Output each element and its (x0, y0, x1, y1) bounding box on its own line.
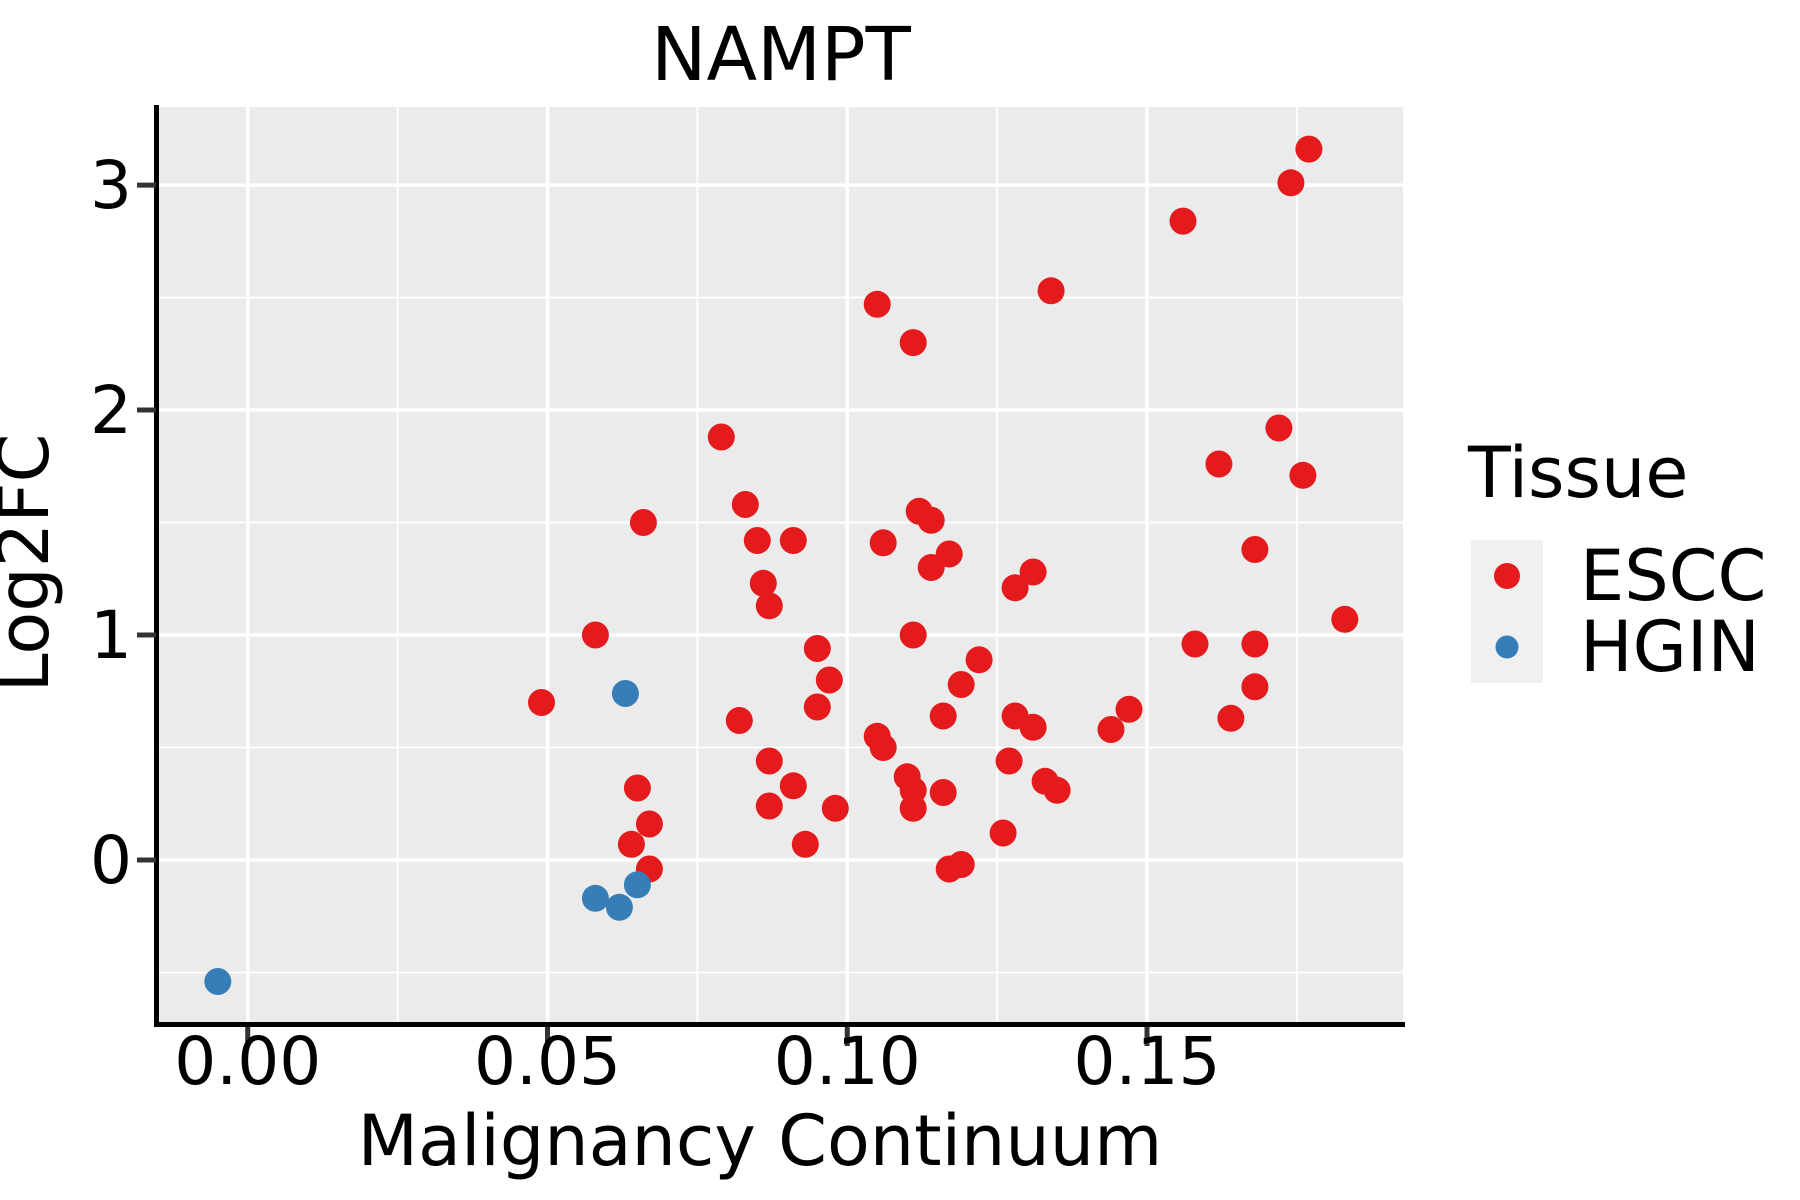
y-axis-title: Log2FC (0, 434, 65, 693)
data-point-escc (791, 830, 819, 858)
data-point-escc (863, 290, 891, 318)
data-point-escc (779, 772, 807, 800)
data-point-escc (1205, 450, 1233, 478)
data-point-escc (1289, 461, 1317, 489)
data-point-escc (803, 635, 831, 662)
data-point-escc (989, 819, 1017, 847)
data-point-escc (617, 830, 645, 858)
data-point-escc (731, 491, 759, 518)
data-point-escc (1097, 716, 1125, 743)
data-point-escc (917, 506, 945, 534)
data-point-escc (1241, 630, 1269, 658)
data-point-escc (1019, 558, 1047, 586)
plot-title: NAMPT (651, 12, 911, 98)
data-point-escc (1181, 630, 1209, 658)
data-point-escc (929, 779, 957, 806)
data-point-hgin (623, 871, 651, 899)
data-point-escc (1001, 574, 1029, 602)
data-point-escc (635, 810, 663, 838)
x-tick-label: 0.10 (774, 1023, 921, 1100)
data-point-escc (929, 702, 957, 730)
x-tick-label: 0.15 (1074, 1023, 1221, 1100)
y-axis-line (154, 105, 159, 1027)
data-point-escc (581, 621, 609, 649)
data-point-escc (1265, 414, 1293, 442)
x-axis-tick-labels: 0.00 0.05 0.10 0.15 (174, 1023, 1220, 1100)
data-point-hgin (605, 893, 633, 921)
data-point-escc (869, 529, 897, 557)
data-point-escc (947, 671, 975, 698)
y-tick-label: 1 (90, 597, 132, 674)
data-point-escc (995, 747, 1023, 775)
gridlines-minor (159, 107, 1403, 1022)
data-point-escc (1277, 169, 1305, 197)
data-point-escc (755, 592, 783, 620)
data-point-hgin (581, 884, 609, 912)
data-point-escc (1037, 277, 1065, 305)
data-point-hgin (204, 968, 232, 995)
x-axis-ticks (245, 1027, 1150, 1046)
data-point-escc (935, 855, 963, 883)
data-point-escc (1331, 605, 1359, 633)
data-point-escc (755, 792, 783, 820)
data-point-escc (1019, 713, 1047, 741)
data-point-escc (779, 527, 807, 554)
data-point-escc (965, 646, 993, 674)
data-point-escc (707, 423, 735, 451)
y-tick-label: 2 (90, 372, 132, 449)
y-tick-label: 3 (90, 147, 132, 224)
data-point-escc (899, 329, 927, 357)
legend-label-escc: ESCC (1580, 535, 1766, 617)
data-point-escc (725, 707, 753, 734)
y-axis-tick-labels: 0 1 2 3 (90, 147, 132, 899)
data-point-escc (917, 554, 945, 581)
data-point-escc (755, 747, 783, 775)
y-axis-ticks (137, 182, 156, 863)
plot-panel (159, 107, 1403, 1022)
data-point-escc (899, 621, 927, 649)
data-point-escc (803, 693, 831, 721)
data-point-escc (1217, 704, 1245, 732)
data-point-escc (1241, 673, 1269, 701)
data-point-escc (1043, 776, 1071, 804)
x-axis-line (154, 1022, 1405, 1027)
data-point-escc (1169, 207, 1197, 235)
legend-title: Tissue (1467, 432, 1688, 514)
data-point-escc (815, 666, 843, 694)
data-point-escc (623, 774, 651, 802)
escc-point-icon (1494, 563, 1520, 589)
data-point-escc (528, 689, 555, 716)
data-point-escc (743, 527, 771, 554)
data-point-escc (749, 569, 777, 597)
legend-label-hgin: HGIN (1580, 606, 1760, 688)
data-point-escc (821, 794, 849, 822)
x-tick-label: 0.00 (174, 1023, 321, 1100)
data-point-escc (899, 794, 927, 822)
data-point-escc (629, 509, 657, 536)
data-point-escc (869, 734, 897, 761)
data-point-escc (1241, 536, 1269, 563)
y-tick-label: 0 (90, 822, 132, 899)
data-point-hgin (611, 680, 639, 707)
data-points (204, 135, 1359, 995)
legend: Tissue ESCC HGIN (1467, 432, 1766, 688)
x-tick-label: 0.05 (474, 1023, 621, 1100)
x-axis-title: Malignancy Continuum (358, 1100, 1163, 1182)
data-point-escc (1295, 135, 1323, 163)
hgin-point-icon (1495, 635, 1519, 659)
data-point-escc (1115, 695, 1143, 723)
